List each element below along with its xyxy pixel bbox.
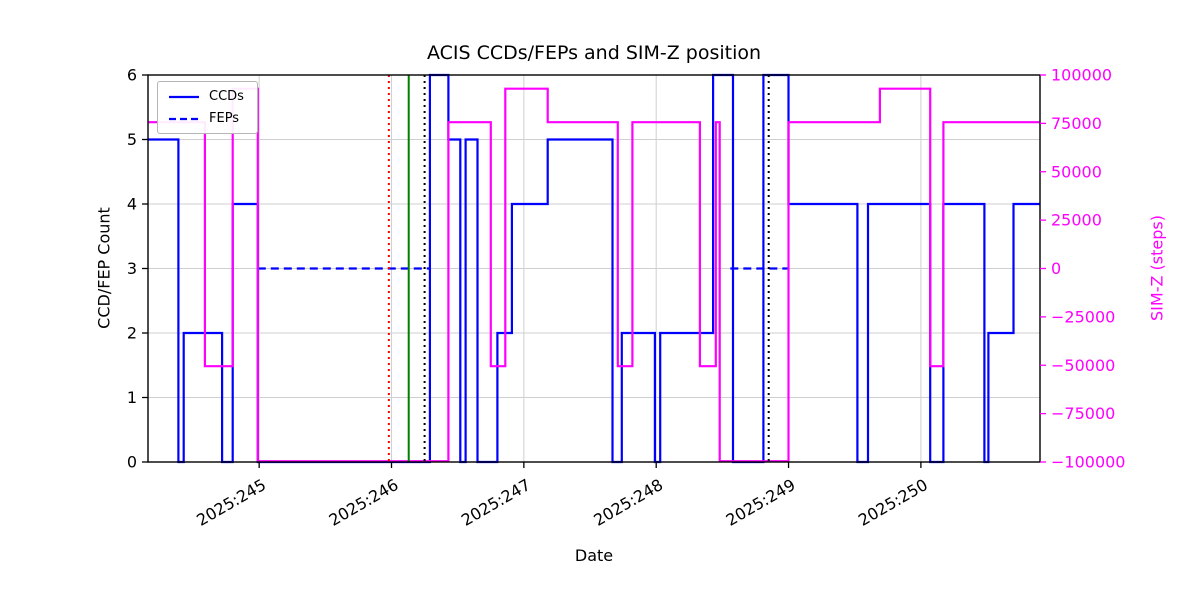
legend-item-ccds: CCDs xyxy=(167,89,244,104)
y-tick-label-left: 6 xyxy=(127,66,137,85)
x-tick-label: 2025:245 xyxy=(193,475,269,530)
x-axis-label: Date xyxy=(574,546,614,565)
sim-z-line xyxy=(148,87,1040,463)
legend-label-ccds: CCDs xyxy=(209,89,244,104)
x-tick-label: 2025:250 xyxy=(855,475,931,530)
y-tick-label-left: 0 xyxy=(127,453,137,472)
y-tick-label-right: 50000 xyxy=(1051,162,1102,181)
legend: CCDs FEPs xyxy=(157,81,258,134)
legend-label-feps: FEPs xyxy=(209,111,240,126)
chart-title: ACIS CCDs/FEPs and SIM-Z position xyxy=(426,42,762,64)
legend-item-feps: FEPs xyxy=(167,111,244,126)
y-tick-label-right: −75000 xyxy=(1051,404,1115,423)
y-tick-label-right: 100000 xyxy=(1051,66,1112,85)
y-tick-label-left: 5 xyxy=(127,130,137,149)
feps-line-swatch xyxy=(169,117,199,120)
y-tick-label-right: −25000 xyxy=(1051,307,1115,326)
y-tick-label-left: 1 xyxy=(127,388,137,407)
y-tick-label-right: −50000 xyxy=(1051,356,1115,375)
y-tick-label-left: 2 xyxy=(127,324,137,343)
y-tick-label-left: 3 xyxy=(127,259,137,278)
y-tick-label-right: 75000 xyxy=(1051,114,1102,133)
x-tick-label: 2025:249 xyxy=(723,475,799,530)
y-tick-label-right: −100000 xyxy=(1051,453,1125,472)
ccds-line-swatch xyxy=(169,95,199,98)
x-tick-label: 2025:246 xyxy=(326,475,402,530)
y-tick-label-right: 25000 xyxy=(1051,211,1102,230)
y-tick-label-right: 0 xyxy=(1051,259,1061,278)
x-tick-label: 2025:247 xyxy=(458,475,534,530)
x-tick-label: 2025:248 xyxy=(590,475,666,530)
y-tick-label-left: 4 xyxy=(127,195,137,214)
